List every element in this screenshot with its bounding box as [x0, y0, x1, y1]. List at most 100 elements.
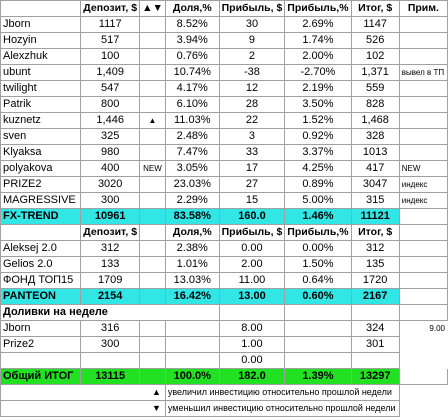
legend-row: ▼ уменьшил инвестицию относительно прошло…	[0, 400, 448, 417]
table-row: Prize2 300 1.00 301	[0, 336, 448, 353]
fxtrend-row: FX-TREND 10961 83.58% 160.0 1.46% 11121	[0, 208, 448, 225]
row-deposit: 312	[80, 240, 141, 257]
row-total: 135	[350, 256, 400, 273]
table-row: Klyaksa 980 7.47% 33 3.37% 1013	[0, 144, 448, 161]
row-profit-pct: 0.89%	[284, 176, 352, 193]
row-total: 315	[350, 192, 400, 209]
arrow-down-icon: ▼	[0, 400, 166, 417]
row-note	[398, 336, 448, 353]
table-row: Gelios 2.0 133 1.01% 2.00 1.50% 135	[0, 256, 448, 273]
row-note: вывел в ТП	[398, 64, 448, 81]
row-name: polyakova	[0, 160, 82, 177]
grand-total-name: Общий ИТОГ	[0, 368, 82, 385]
row-profit: 11.00	[218, 272, 286, 289]
row-change-mark	[139, 48, 166, 65]
row-name: Alexzhuk	[0, 48, 82, 65]
row-note	[398, 272, 448, 289]
header2-total: Итог, $	[350, 224, 400, 241]
row-profit: 2.00	[218, 256, 286, 273]
rows3-body: Jborn 316 8.00 324 9.00 Prize2 300 1.00 301 0.00	[0, 320, 448, 369]
legend-text: увеличил инвестицию относительно прошлой…	[164, 384, 400, 401]
row-deposit: 547	[80, 80, 141, 97]
row-change-mark: ▲	[139, 112, 166, 129]
row-share: 6.10%	[164, 96, 220, 113]
row-change-mark	[139, 256, 166, 273]
row-profit: 3	[218, 128, 286, 145]
row-profit: 12	[218, 80, 286, 97]
row-profit-pct: 2.69%	[284, 16, 352, 33]
row-share	[164, 352, 220, 369]
row-name: ubunt	[0, 64, 82, 81]
header-row-2: Депозит, $ Доля,% Прибыль, $ Прибыль,% И…	[0, 224, 448, 241]
row-share	[164, 320, 220, 337]
table-row: polyakova 400 NEW 3.05% 17 4.25% 417 NEW	[0, 160, 448, 177]
row-deposit: 300	[80, 192, 141, 209]
row-note	[398, 352, 448, 369]
header-profit: Прибыль, $	[218, 0, 286, 17]
row-change-mark	[139, 144, 166, 161]
row-total: 1,468	[350, 112, 400, 129]
header-deposit: Депозит, $	[80, 0, 141, 17]
row-share: 10.74%	[164, 64, 220, 81]
row-profit-pct: 0.00%	[284, 240, 352, 257]
header2-profit-pct: Прибыль,%	[284, 224, 352, 241]
row-profit: 28	[218, 96, 286, 113]
row-note	[398, 240, 448, 257]
table-row: Aleksej 2.0 312 2.38% 0.00 0.00% 312	[0, 240, 448, 257]
row-note	[398, 144, 448, 161]
row-name: MAGRESSIVE	[0, 192, 82, 209]
legend-body: ▲ увеличил инвестицию относительно прошло…	[0, 384, 448, 417]
row-deposit: 325	[80, 128, 141, 145]
row-profit-pct: 1.74%	[284, 32, 352, 49]
row-name: Klyaksa	[0, 144, 82, 161]
row-note	[398, 32, 448, 49]
table-row: ubunt 1,409 10.74% -38 -2.70% 1,371 вывел в ТП	[0, 64, 448, 81]
row-share: 2.38%	[164, 240, 220, 257]
row-share: 13.03%	[164, 272, 220, 289]
table-row: twilight 547 4.17% 12 2.19% 559	[0, 80, 448, 97]
row-total: 301	[350, 336, 400, 353]
row-name	[0, 352, 82, 369]
table-row: Alexzhuk 100 0.76% 2 2.00% 102	[0, 48, 448, 65]
row-total: 328	[350, 128, 400, 145]
table-row: PRIZE2 3020 23.03% 27 0.89% 3047 индекс	[0, 176, 448, 193]
table-row: sven 325 2.48% 3 0.92% 328	[0, 128, 448, 145]
row-profit: 2	[218, 48, 286, 65]
grand-total-share: 100.0%	[164, 368, 220, 385]
row-deposit: 1,446	[80, 112, 141, 129]
row-profit: 0.00	[218, 352, 286, 369]
table-row: Jborn 316 8.00 324 9.00	[0, 320, 448, 337]
row-name: Prize2	[0, 336, 82, 353]
row-profit: 30	[218, 16, 286, 33]
row-note	[398, 256, 448, 273]
legend-text: уменьшил инвестицию относительно прошлой…	[164, 400, 400, 417]
row-profit-pct	[284, 320, 352, 337]
row-deposit	[80, 352, 141, 369]
grand-total-pct: 1.39%	[284, 368, 352, 385]
row-share	[164, 336, 220, 353]
row-profit-pct: 3.37%	[284, 144, 352, 161]
row-profit: 27	[218, 176, 286, 193]
row-share: 23.03%	[164, 176, 220, 193]
grand-total-deposit: 13115	[80, 368, 141, 385]
row-change-mark: NEW	[139, 160, 166, 177]
row-profit-pct: 3.50%	[284, 96, 352, 113]
row-profit: 1.00	[218, 336, 286, 353]
row-share: 2.29%	[164, 192, 220, 209]
row-note	[398, 128, 448, 145]
row-name: PRIZE2	[0, 176, 82, 193]
row-profit: -38	[218, 64, 286, 81]
row-deposit: 1,409	[80, 64, 141, 81]
row-deposit: 517	[80, 32, 141, 49]
header-row-1: Депозит, $ ▲▼ Доля,% Прибыль, $ Прибыль,…	[0, 0, 448, 17]
row-note: NEW	[398, 160, 448, 177]
panteon-profit: 13.00	[218, 288, 286, 305]
row-change-mark	[139, 96, 166, 113]
header-total: Итог, $	[350, 0, 400, 17]
table-row: Hozyin 517 3.94% 9 1.74% 526	[0, 32, 448, 49]
row-deposit: 133	[80, 256, 141, 273]
row-profit: 0.00	[218, 240, 286, 257]
grand-total-total: 13297	[350, 368, 400, 385]
row-name: Jborn	[0, 16, 82, 33]
